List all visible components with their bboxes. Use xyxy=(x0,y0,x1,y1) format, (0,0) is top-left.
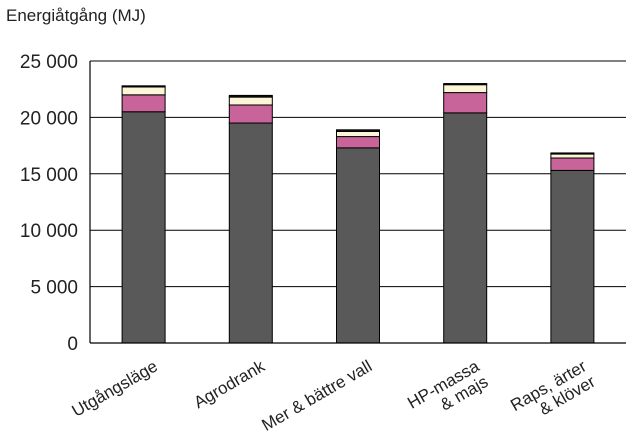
bar-segment xyxy=(336,136,380,149)
bar-segment xyxy=(121,94,166,113)
bar-segment xyxy=(443,112,488,344)
bar-segment xyxy=(550,153,595,159)
bar-segment xyxy=(336,129,380,132)
bar-segment xyxy=(443,83,488,86)
bar-segment xyxy=(550,157,595,171)
bar-segment xyxy=(121,111,166,344)
y-tick-labels: 0 5 000 10 000 15 000 20 000 25 000 xyxy=(20,52,78,355)
bars xyxy=(121,83,595,344)
bar-segment xyxy=(550,169,595,344)
bar-segment xyxy=(228,96,273,106)
axes xyxy=(89,61,626,344)
bar-segment xyxy=(228,94,273,98)
y-tick-label: 20 000 xyxy=(20,108,78,129)
category-label: HP-massa& majs xyxy=(404,356,492,428)
bar-segment xyxy=(336,147,380,344)
y-tick-label: 0 xyxy=(67,334,78,355)
category-label: Raps, ärter& klöver xyxy=(507,356,599,430)
bar-segment xyxy=(443,92,488,114)
category-label: Utgångsläge xyxy=(69,357,161,421)
category-label: Agrodrank xyxy=(191,356,269,412)
category-label: Mer & bättre vall xyxy=(259,357,376,435)
bar-segment xyxy=(443,84,488,94)
bar-segment xyxy=(336,131,380,138)
y-tick-label: 10 000 xyxy=(20,221,78,242)
bar-segment xyxy=(550,152,595,155)
y-axis-label: Energiåtgång (MJ) xyxy=(6,6,146,25)
y-tick-label: 25 000 xyxy=(20,52,78,73)
bar-segment xyxy=(228,104,273,124)
y-tick-label: 5 000 xyxy=(30,278,78,299)
y-tick-label: 15 000 xyxy=(20,165,78,186)
bar-segment xyxy=(121,86,166,96)
bar-segment xyxy=(121,85,166,88)
bar-segment xyxy=(228,122,273,344)
